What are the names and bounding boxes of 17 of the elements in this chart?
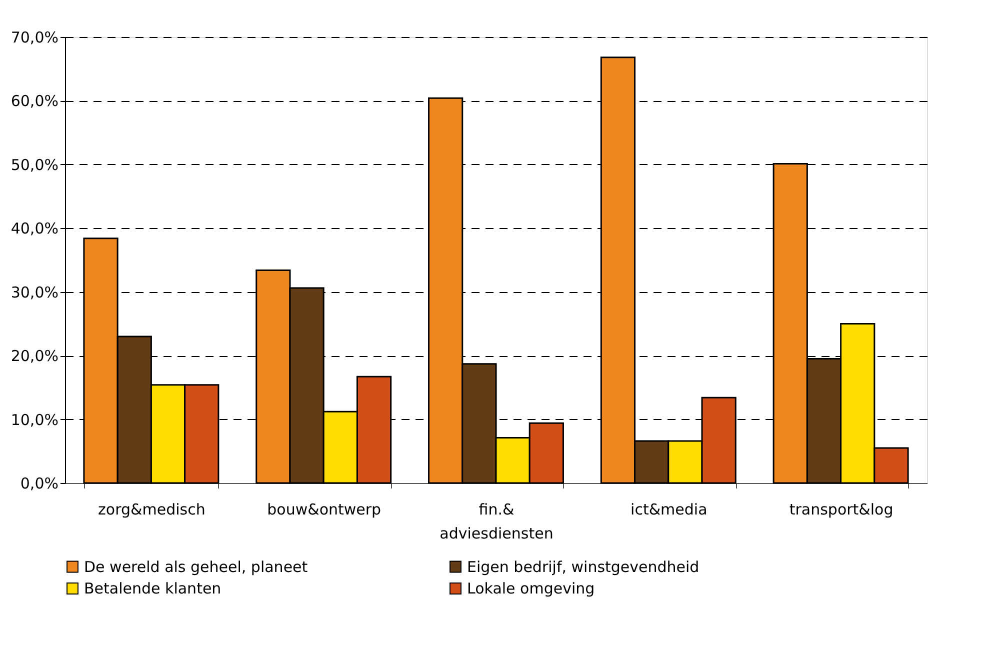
legend-label: Betalende klanten <box>84 580 222 598</box>
x-tick-label: ict&media <box>630 500 708 518</box>
y-tick-label: 70,0% <box>10 28 58 46</box>
y-tick-label: 60,0% <box>10 92 58 110</box>
legend-label: Eigen bedrijf, winstgevendheid <box>467 558 700 576</box>
x-tick-label: transport&log <box>789 500 894 518</box>
x-tick-label: zorg&medisch <box>98 500 206 518</box>
x-tick-label: bouw&ontwerp <box>267 500 382 518</box>
legend-label: De wereld als geheel, planeet <box>84 558 308 576</box>
legend-label: Lokale omgeving <box>467 580 595 598</box>
x-tick-label: fin.& adviesdiensten <box>440 500 554 542</box>
y-tick-label: 10,0% <box>10 410 58 429</box>
y-tick-label: 20,0% <box>10 347 58 366</box>
y-tick-label: 0,0% <box>20 474 58 492</box>
y-tick-label: 50,0% <box>10 156 58 174</box>
y-tick-label: 30,0% <box>10 283 58 302</box>
y-tick-label: 40,0% <box>10 220 58 238</box>
